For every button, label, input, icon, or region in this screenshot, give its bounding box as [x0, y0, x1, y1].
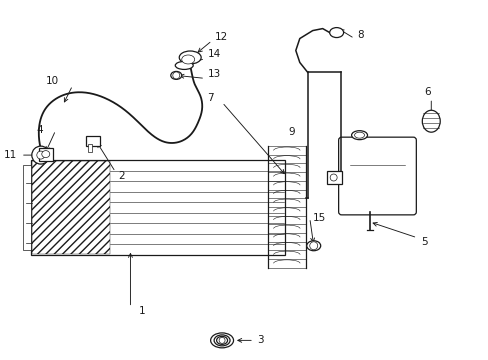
Ellipse shape: [354, 132, 364, 138]
Circle shape: [32, 146, 50, 164]
Ellipse shape: [306, 241, 320, 251]
Text: 14: 14: [208, 49, 221, 59]
Bar: [326, 171, 341, 184]
Text: 3: 3: [256, 336, 263, 345]
Bar: [32, 161, 109, 254]
Text: 15: 15: [312, 213, 325, 223]
Bar: [23, 165, 31, 250]
Text: 2: 2: [118, 171, 125, 181]
Text: 13: 13: [208, 69, 221, 80]
Text: 8: 8: [357, 30, 364, 40]
Text: 9: 9: [287, 127, 294, 137]
Bar: [31, 160, 285, 255]
Bar: [85, 136, 100, 146]
Text: 10: 10: [45, 76, 59, 86]
Bar: [87, 144, 91, 152]
Circle shape: [172, 72, 180, 79]
Ellipse shape: [216, 336, 227, 345]
Ellipse shape: [422, 110, 439, 132]
Bar: [39, 148, 53, 161]
Ellipse shape: [41, 150, 50, 158]
Circle shape: [219, 337, 224, 343]
Text: 4: 4: [36, 125, 42, 135]
Text: 11: 11: [3, 150, 17, 160]
Ellipse shape: [170, 71, 182, 80]
Text: 1: 1: [138, 306, 145, 316]
Ellipse shape: [175, 62, 193, 69]
Ellipse shape: [214, 335, 229, 346]
Text: 12: 12: [215, 32, 228, 41]
Circle shape: [37, 151, 45, 159]
Ellipse shape: [179, 51, 201, 64]
Text: 7: 7: [207, 93, 214, 103]
FancyBboxPatch shape: [338, 137, 415, 215]
Ellipse shape: [351, 131, 367, 140]
Text: 6: 6: [423, 87, 430, 97]
Circle shape: [309, 242, 317, 250]
Ellipse shape: [182, 55, 194, 64]
Ellipse shape: [210, 333, 233, 348]
Ellipse shape: [329, 174, 336, 181]
Text: 5: 5: [421, 237, 427, 247]
Ellipse shape: [329, 28, 343, 37]
